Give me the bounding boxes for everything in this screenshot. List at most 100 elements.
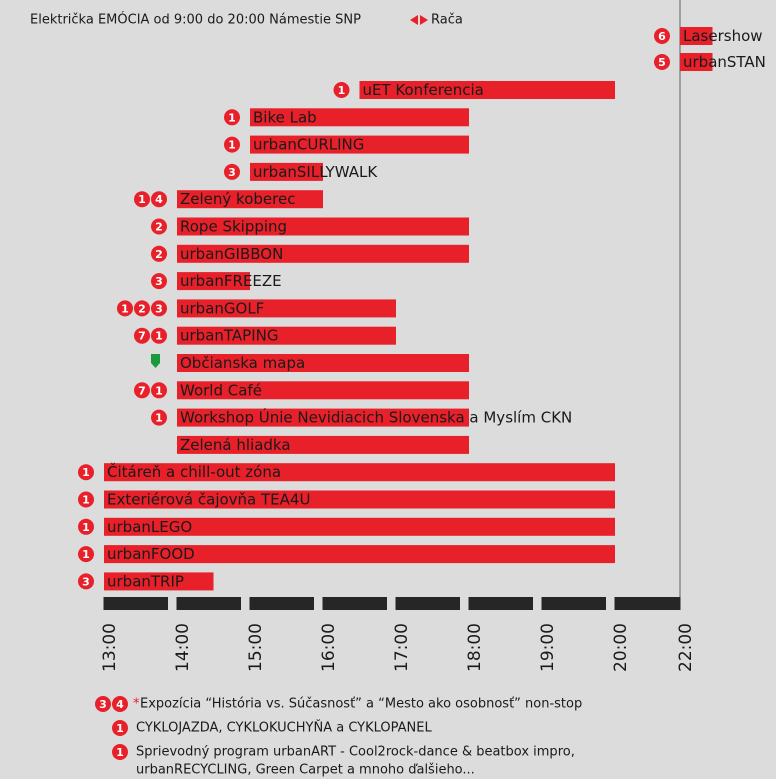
badge bbox=[224, 109, 240, 126]
note-text: Sprievodný program urbanART - Cool2rock-… bbox=[136, 745, 575, 760]
badge-number: 2 bbox=[155, 248, 163, 261]
task-bar bbox=[250, 135, 469, 154]
badge-number: 1 bbox=[155, 412, 163, 425]
badge-number: 4 bbox=[116, 698, 124, 711]
task-label: Občianska mapa bbox=[180, 354, 305, 372]
task-label: urbanGOLF bbox=[180, 299, 264, 317]
task-bar bbox=[177, 408, 469, 427]
task-bar bbox=[177, 299, 396, 318]
axis-segment bbox=[104, 597, 168, 610]
badge-number: 1 bbox=[82, 521, 90, 534]
note-mark: * bbox=[133, 697, 140, 712]
axis-segment bbox=[323, 597, 387, 610]
axis-segment bbox=[469, 597, 533, 610]
badge bbox=[112, 744, 128, 760]
x-tick-label: 22:00 bbox=[676, 623, 696, 672]
task-label: Zelená hliadka bbox=[180, 436, 291, 454]
task-label: Zelený koberec bbox=[180, 190, 295, 208]
task-label: urbanCURLING bbox=[253, 136, 364, 154]
task-bar bbox=[177, 190, 323, 209]
task-bar bbox=[177, 381, 469, 400]
x-tick-label: 14:00 bbox=[173, 623, 193, 672]
badge-number: 1 bbox=[228, 111, 236, 124]
note-text: urbanRECYCLING, Green Carpet a mnoho ďal… bbox=[136, 763, 475, 778]
task-label: Workshop Únie Nevidiacich Slovenska a My… bbox=[180, 408, 572, 427]
task-bar bbox=[359, 81, 615, 99]
task-label: urbanLEGO bbox=[107, 518, 192, 536]
task-bar bbox=[680, 53, 713, 71]
badge bbox=[151, 382, 167, 399]
task-bar bbox=[177, 354, 469, 372]
badge-number: 3 bbox=[155, 302, 163, 315]
task-bar bbox=[104, 463, 615, 482]
badge-number: 1 bbox=[155, 330, 163, 343]
badge bbox=[151, 191, 167, 208]
task-bar bbox=[177, 244, 469, 263]
axis-segment bbox=[177, 597, 241, 610]
x-tick-label: 15:00 bbox=[246, 623, 266, 672]
badge bbox=[112, 720, 128, 736]
task-label: Lasershow bbox=[683, 27, 763, 45]
badge-number: 6 bbox=[658, 30, 666, 43]
chart-title: Električka EMÓCIA od 9:00 do 20:00 Námes… bbox=[30, 12, 361, 28]
badge bbox=[224, 163, 240, 180]
badge bbox=[151, 409, 167, 426]
badge-number: 3 bbox=[155, 275, 163, 288]
task-bar bbox=[104, 517, 615, 536]
pin-marker bbox=[151, 354, 160, 368]
badge-number: 1 bbox=[116, 746, 124, 759]
axis-segment bbox=[250, 597, 314, 610]
task-label: Bike Lab bbox=[253, 108, 317, 126]
badge bbox=[151, 245, 167, 262]
x-tick-label: 13:00 bbox=[100, 623, 120, 672]
badge-number: 4 bbox=[155, 193, 163, 206]
task-bar bbox=[104, 490, 615, 509]
badge-number: 2 bbox=[138, 302, 146, 315]
badge-number: 7 bbox=[138, 384, 146, 397]
badge-number: 1 bbox=[228, 139, 236, 152]
task-label: urbanTAPING bbox=[180, 327, 278, 345]
note-text: CYKLOJAZDA, CYKLOKUCHYŇA a CYKLOPANEL bbox=[136, 720, 432, 736]
badge-number: 1 bbox=[82, 548, 90, 561]
arrow-right bbox=[420, 15, 428, 25]
task-label: urbanFREEZE bbox=[180, 272, 282, 290]
task-bar bbox=[177, 326, 396, 345]
badge bbox=[654, 28, 670, 44]
task-label: urbanTRIP bbox=[107, 572, 184, 590]
badge-number: 3 bbox=[82, 575, 90, 588]
x-tick-label: 17:00 bbox=[392, 623, 412, 672]
badge-number: 1 bbox=[82, 494, 90, 507]
task-bar bbox=[104, 545, 615, 564]
badge bbox=[151, 300, 167, 317]
task-bar bbox=[177, 217, 469, 236]
badge bbox=[78, 464, 94, 481]
axis-segment bbox=[396, 597, 460, 610]
task-bar bbox=[177, 435, 469, 454]
badge bbox=[134, 327, 150, 344]
task-label: Exteriérová čajovňa TEA4U bbox=[107, 491, 310, 509]
task-label: Rope Skipping bbox=[180, 218, 287, 236]
badge bbox=[654, 54, 670, 70]
arrow-left bbox=[410, 15, 418, 25]
badge bbox=[78, 546, 94, 563]
badge-number: 3 bbox=[228, 166, 236, 179]
badge bbox=[78, 491, 94, 508]
badge bbox=[112, 696, 128, 712]
badge bbox=[134, 300, 150, 317]
chart-title-end: Rača bbox=[431, 13, 463, 28]
axis-segment bbox=[542, 597, 606, 610]
badge bbox=[151, 273, 167, 290]
badge-number: 1 bbox=[338, 84, 346, 97]
badge bbox=[78, 518, 94, 535]
badge-number: 1 bbox=[155, 384, 163, 397]
badge-number: 1 bbox=[116, 722, 124, 735]
badge-number: 1 bbox=[82, 466, 90, 479]
task-label: Čitáreň a chill-out zóna bbox=[107, 462, 281, 481]
badge bbox=[117, 300, 133, 317]
axis-segment bbox=[615, 597, 680, 610]
badge-number: 5 bbox=[658, 56, 666, 69]
badge-number: 7 bbox=[138, 330, 146, 343]
badge bbox=[134, 191, 150, 208]
task-label: urbanGIBBON bbox=[180, 245, 283, 263]
task-label: urbanSILLYWALK bbox=[253, 163, 378, 181]
